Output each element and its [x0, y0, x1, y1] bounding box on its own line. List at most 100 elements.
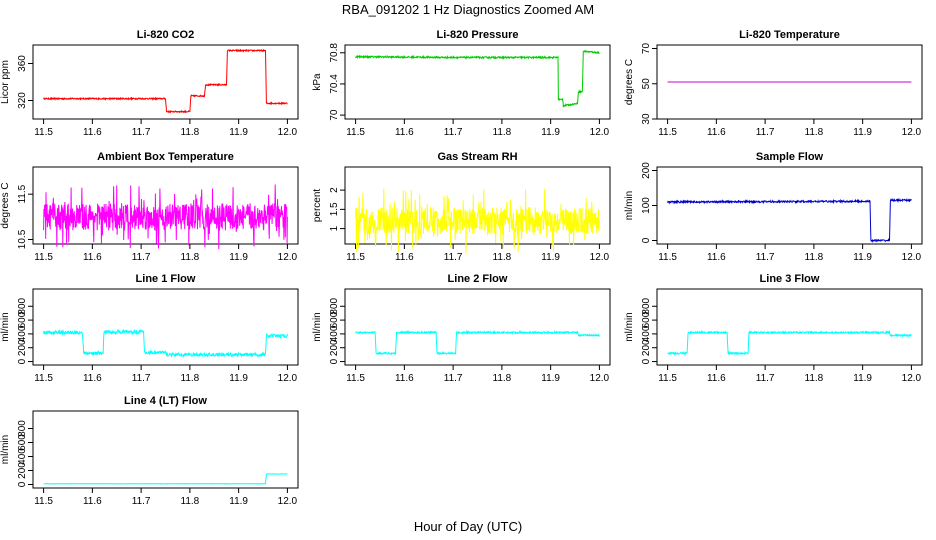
y-tick-label: 50: [641, 78, 652, 90]
y-tick-label: 70: [641, 43, 652, 55]
x-tick-label: 11.6: [395, 373, 414, 384]
panel-title: Line 3 Flow: [760, 273, 820, 285]
x-tick-label: 11.6: [83, 496, 102, 507]
y-tick-label: 0: [329, 358, 340, 364]
y-tick-label: 11.5: [17, 184, 28, 203]
x-tick-label: 11.9: [541, 127, 560, 138]
x-tick-label: 11.7: [444, 373, 463, 384]
x-tick-label: 11.8: [493, 373, 512, 384]
series-line: [43, 48, 288, 114]
x-tick-label: 12.0: [590, 127, 610, 138]
x-tick-label: 11.7: [132, 496, 151, 507]
y-tick-label: 0: [641, 237, 652, 243]
x-tick-label: 11.8: [181, 496, 200, 507]
x-tick-label: 11.8: [493, 127, 512, 138]
x-tick-label: 11.6: [83, 373, 102, 384]
panel-title: Li-820 Temperature: [739, 29, 840, 41]
series-line: [43, 328, 288, 358]
y-tick-label: 600: [641, 311, 652, 328]
plot-frame: [656, 44, 923, 120]
series-line: [667, 329, 912, 356]
panel-9: Line 3 Flow ml/min 11.5 11.6 11.7 11.8 11.9 12.…: [624, 273, 923, 384]
panel-6: Sample Flow ml/min 11.5 11.6 11.7 11.8 11.9 12.…: [624, 151, 923, 263]
y-tick-label: 400: [641, 325, 652, 342]
x-tick-label: 12.0: [278, 252, 298, 263]
series-line: [43, 184, 288, 250]
y-tick-label: 70: [329, 109, 340, 121]
panel-title: Line 2 Flow: [448, 273, 508, 285]
x-tick-label: 11.9: [541, 373, 560, 384]
panel-ylabel: degrees C: [624, 59, 635, 105]
series-line: [355, 188, 600, 254]
x-tick-label: 12.0: [590, 373, 610, 384]
x-tick-label: 11.6: [707, 373, 726, 384]
x-tick-label: 11.6: [395, 127, 414, 138]
x-tick-label: 12.0: [902, 127, 922, 138]
x-tick-label: 11.5: [658, 127, 677, 138]
plot-frame: [344, 166, 611, 245]
x-tick-label: 11.8: [805, 373, 824, 384]
y-tick-label: 400: [17, 448, 28, 465]
y-tick-label: 0: [17, 358, 28, 364]
plot-frame: [32, 410, 299, 489]
y-tick-label: 2: [329, 187, 340, 193]
panel-title: Li-820 CO2: [137, 29, 194, 41]
x-tick-label: 11.9: [853, 252, 872, 263]
y-tick-label: 800: [17, 420, 28, 437]
x-tick-label: 11.9: [229, 373, 248, 384]
y-tick-label: 600: [17, 434, 28, 451]
y-tick-label: 200: [641, 162, 652, 179]
panel-title: Ambient Box Temperature: [97, 151, 234, 163]
figure-title: RBA_091202 1 Hz Diagnostics Zoomed AM: [342, 2, 594, 17]
x-tick-label: 11.8: [493, 252, 512, 263]
x-tick-label: 12.0: [278, 496, 298, 507]
panel-title: Line 4 (LT) Flow: [124, 395, 207, 407]
x-tick-label: 11.8: [805, 127, 824, 138]
x-tick-label: 11.9: [541, 252, 560, 263]
panel-3: Li-820 Temperature degrees C 11.5 11.6 11.7 1…: [624, 29, 923, 138]
series-line: [355, 329, 600, 356]
x-tick-label: 11.5: [34, 496, 53, 507]
y-tick-label: 200: [17, 339, 28, 356]
panels-group: Li-820 CO2 Licor ppm 11.5 11.6 11.7 11.8 11.9 1…: [0, 29, 923, 507]
x-tick-label: 11.6: [395, 252, 414, 263]
panel-ylabel: ml/min: [624, 312, 635, 341]
y-tick-label: 0: [641, 358, 652, 364]
y-tick-label: 10.5: [17, 229, 28, 249]
y-tick-label: 320: [17, 92, 28, 109]
x-tick-label: 11.7: [756, 252, 775, 263]
x-tick-label: 11.8: [805, 252, 824, 263]
plot-frame: [656, 288, 923, 366]
y-tick-label: 70.4: [329, 74, 340, 94]
plot-frame: [344, 288, 611, 366]
panel-4: Ambient Box Temperature degrees C 11.5 11.6…: [0, 151, 299, 263]
x-tick-label: 12.0: [590, 252, 610, 263]
panel-ylabel: ml/min: [312, 312, 323, 341]
x-tick-label: 11.8: [181, 127, 200, 138]
y-tick-label: 1.5: [329, 202, 340, 216]
x-tick-label: 12.0: [278, 127, 298, 138]
x-tick-label: 11.5: [346, 127, 365, 138]
x-tick-label: 11.5: [34, 252, 53, 263]
x-tick-label: 11.9: [229, 496, 248, 507]
x-tick-label: 11.5: [658, 373, 677, 384]
x-tick-label: 11.7: [756, 127, 775, 138]
panel-10: Line 4 (LT) Flow ml/min 11.5 11.6 11.7 11.8 11…: [0, 395, 299, 507]
panel-1: Li-820 CO2 Licor ppm 11.5 11.6 11.7 11.8 11.9 1…: [0, 29, 299, 138]
y-tick-label: 800: [641, 297, 652, 314]
panel-ylabel: percent: [312, 189, 323, 223]
plot-frame: [344, 44, 611, 120]
x-tick-label: 11.5: [34, 373, 53, 384]
y-tick-label: 600: [329, 311, 340, 328]
y-tick-label: 70.8: [329, 43, 340, 63]
panel-title: Li-820 Pressure: [437, 29, 519, 41]
plot-frame: [32, 166, 299, 245]
x-tick-label: 11.5: [658, 252, 677, 263]
y-tick-label: 0: [17, 481, 28, 487]
series-line: [43, 473, 288, 485]
x-tick-label: 11.9: [853, 127, 872, 138]
panel-7: Line 1 Flow ml/min 11.5 11.6 11.7 11.8 11.9 12.…: [0, 273, 299, 384]
series-line: [355, 49, 600, 108]
panel-ylabel: Licor ppm: [0, 60, 11, 104]
